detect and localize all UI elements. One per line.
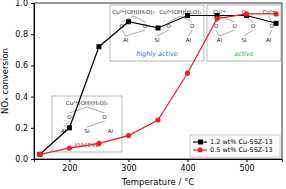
inset: Cu²⁺(OH)(H₂O)₂Cu²⁺(OH)(H₂O)₂OOOOAlSiAlhi… — [110, 5, 204, 61]
x-axis-line — [35, 160, 283, 163]
inset-atom: Cu²⁺(OH)(H₂O)₂ — [159, 9, 201, 15]
x-tick: 400 — [180, 159, 195, 173]
insets: Cu²⁺(OH)(H₂O)₂ Cu²⁺(OH)(H₂O)₂ O O O O Al Si Al hi… — [52, 5, 281, 152]
y-tick-label: 0.6 — [15, 61, 28, 70]
bond — [87, 107, 105, 113]
point — [244, 11, 249, 16]
x-tick-label: 500 — [239, 164, 254, 173]
plot-frame — [34, 3, 282, 159]
inset-atom: Cu²⁺(OH)(H₂O)₂ — [66, 100, 108, 106]
legend-box — [190, 135, 280, 157]
legend-label: 1.2 wt% Cu-SSZ-13 — [210, 138, 273, 146]
inset-atom: O — [102, 114, 107, 120]
y-tick: 0.8 — [15, 30, 34, 39]
bond — [134, 16, 146, 22]
inset-label: highly active — [136, 50, 178, 58]
inset-atom: Al — [123, 37, 129, 43]
point — [67, 145, 72, 150]
bond — [216, 30, 219, 36]
inset-atom: Si — [154, 37, 159, 43]
bond — [244, 30, 253, 36]
bond — [188, 30, 192, 36]
bond — [126, 30, 146, 36]
point — [96, 141, 101, 146]
legend-label: 0.5 wt% Cu-SSZ-13 — [210, 146, 273, 154]
x-tick-mark — [128, 159, 129, 162]
point — [156, 25, 161, 30]
legend: 1.2 wt% Cu-SSZ-130.5 wt% Cu-SSZ-13 — [190, 135, 280, 157]
point — [185, 13, 190, 18]
x-tick: 200 — [62, 159, 77, 173]
x-tick-mark — [188, 159, 189, 162]
y-axis-line — [31, 4, 35, 160]
inset-atom: Al — [108, 128, 114, 134]
y-tick-label: 0.0 — [15, 155, 28, 164]
y-tick-label: 1.0 — [15, 0, 28, 8]
bond — [87, 121, 105, 127]
inset-atom: Cu²⁺(OH)(H₂O)₂ — [112, 9, 154, 15]
inset-atom: Al — [217, 37, 223, 43]
y-tick-mark — [31, 34, 34, 35]
bond — [157, 30, 169, 36]
bond — [122, 30, 126, 36]
series-line — [40, 15, 276, 154]
x-axis-title: Temperature / °C — [121, 177, 194, 187]
point — [274, 21, 279, 26]
inset-atom: Si — [84, 128, 89, 134]
x-tick-mark — [69, 159, 70, 162]
y-tick-mark — [31, 159, 34, 160]
inset-atom: O — [233, 23, 238, 29]
point — [155, 117, 160, 122]
inset: Cu²⁺(OH)(H₂O)₂OOAlSiAlinactive — [52, 96, 122, 152]
y-tick-mark — [31, 3, 34, 4]
point — [37, 152, 42, 157]
legend-marker — [198, 148, 203, 153]
inset-atom: O — [67, 114, 72, 120]
inset-atom: Al — [266, 37, 272, 43]
bond — [269, 30, 272, 36]
x-tick-label: 300 — [121, 164, 136, 173]
inset-atom: O — [190, 23, 195, 29]
x-tick-label: 200 — [62, 164, 77, 173]
point — [96, 44, 101, 49]
point — [126, 133, 131, 138]
y-tick-mark — [31, 128, 34, 129]
y-axis-title: NOₓ conversion — [0, 48, 10, 114]
y-tick-label: 0.8 — [15, 30, 28, 39]
y-axis: 0.0 0.2 0.4 0.6 0.8 1.0 — [15, 0, 34, 164]
point — [67, 125, 72, 130]
point — [37, 152, 42, 157]
y-tick: 0.0 — [15, 155, 34, 164]
inset-label: active — [234, 50, 254, 58]
x-axis: 200 300 400 500 — [35, 159, 283, 173]
point — [273, 11, 278, 16]
y-tick: 1.0 — [15, 0, 34, 8]
bond — [70, 107, 88, 113]
bond — [219, 30, 234, 36]
x-tick: 500 — [239, 159, 254, 173]
point — [214, 16, 219, 21]
y-tick: 0.4 — [15, 93, 34, 102]
point — [185, 71, 190, 76]
legend-marker — [198, 140, 203, 145]
inset-box — [110, 5, 204, 61]
y-tick-label: 0.2 — [15, 124, 28, 133]
chart: Cu²⁺(OH)(H₂O)₂ Cu²⁺(OH)(H₂O)₂ O O O O Al Si Al hi… — [0, 0, 286, 189]
y-tick-mark — [31, 97, 34, 98]
point — [126, 19, 131, 24]
inset-box — [52, 96, 122, 152]
x-tick-label: 400 — [180, 164, 195, 173]
y-tick-mark — [31, 65, 34, 66]
x-tick-mark — [247, 159, 248, 162]
x-tick: 300 — [121, 159, 136, 173]
inset-atom: Si — [241, 37, 246, 43]
inset-atom: Al — [186, 37, 192, 43]
y-tick: 0.6 — [15, 61, 34, 70]
inset-atom: O — [251, 23, 256, 29]
series-line — [40, 14, 276, 154]
y-tick-label: 0.4 — [15, 93, 28, 102]
y-tick: 0.2 — [15, 124, 34, 133]
